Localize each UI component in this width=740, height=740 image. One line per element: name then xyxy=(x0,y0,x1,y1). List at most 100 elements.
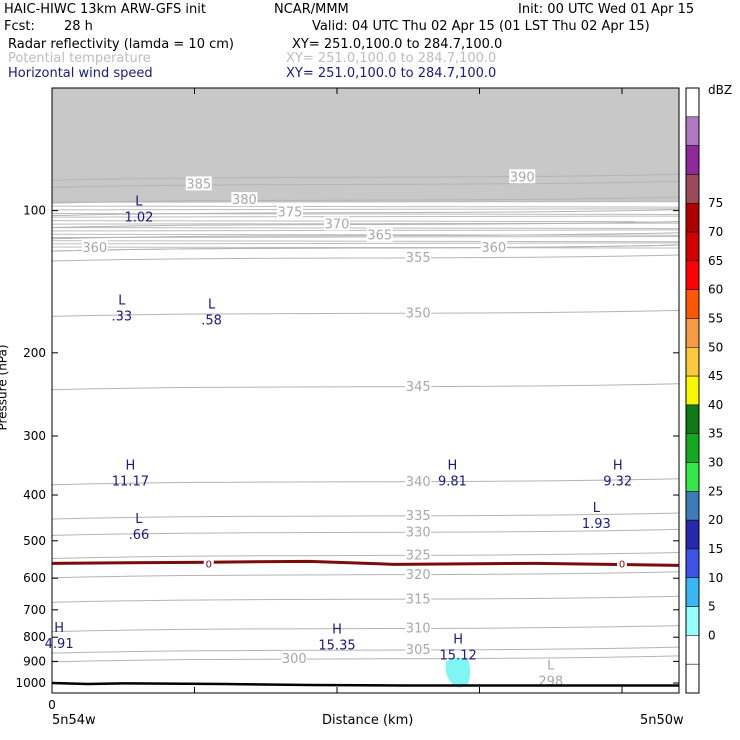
wind-extremum-value: 4.91 xyxy=(45,637,74,652)
theta-contour-345 xyxy=(51,383,680,391)
colorbar-swatch xyxy=(685,462,700,492)
y-tick-label: 900 xyxy=(23,654,46,668)
theta-contour-label: 345 xyxy=(406,380,431,395)
theta-label-bg xyxy=(405,507,432,522)
colorbar-unit: dBZ xyxy=(708,83,732,97)
theta-contour-label: 360 xyxy=(481,241,506,256)
y-tick-label: 600 xyxy=(23,571,46,585)
theta-label-bg xyxy=(405,378,432,393)
theta-label-bg xyxy=(405,305,432,320)
theta-contour-340 xyxy=(51,478,680,486)
theta-contour-label: 305 xyxy=(406,643,431,658)
theta-label-bg xyxy=(185,176,212,191)
isentrope-line xyxy=(51,246,680,249)
isentrope-line xyxy=(51,242,680,245)
colorbar-swatch xyxy=(685,318,700,348)
theta-contour-label: 350 xyxy=(406,306,431,321)
colorbar-swatch xyxy=(685,577,700,607)
colorbar-swatch xyxy=(685,491,700,521)
isentrope-line xyxy=(51,208,680,211)
theta-label-bg xyxy=(405,547,432,562)
colorbar-tick-label: 0 xyxy=(708,628,716,642)
y-axis-label: Pressure (hPa) xyxy=(0,344,10,431)
theta-contour-label: 320 xyxy=(406,568,431,583)
theta-contour-label: 375 xyxy=(278,206,303,221)
organization: NCAR/MMM xyxy=(274,2,349,17)
freezing-level-label: 0 xyxy=(206,559,212,570)
theta-contour-310 xyxy=(51,625,680,633)
theta-contour-label: 365 xyxy=(367,229,392,244)
model-title: HAIC-HIWC 13km ARW-GFS init xyxy=(4,2,206,17)
theta-contour-350 xyxy=(51,309,680,317)
theta-label-bg xyxy=(405,642,432,657)
field-reflectivity-xy: XY= 251.0,100.0 to 284.7,100.0 xyxy=(292,37,503,52)
y-tick-label: 100 xyxy=(23,204,46,218)
plot-frame xyxy=(51,87,680,694)
freezing-label-bg xyxy=(617,557,627,570)
theta-contour-label: 340 xyxy=(406,475,431,490)
isentrope-line xyxy=(51,215,680,218)
theta-label-bg xyxy=(324,216,350,231)
wind-extremum-symbol: L xyxy=(208,297,216,312)
colorbar-tick-label: 70 xyxy=(708,225,723,239)
forecast-hours: 28 h xyxy=(64,19,93,34)
wind-extremum-symbol: L xyxy=(135,195,143,210)
freezing-label-bg xyxy=(203,557,214,570)
wind-extremum-value: 9.81 xyxy=(438,475,467,490)
theta-contour-label: 310 xyxy=(406,622,431,637)
colorbar-swatch xyxy=(685,289,700,319)
theta-label-bg xyxy=(276,204,303,219)
theta-extremum-value: 298 xyxy=(538,675,563,690)
theta-contour-label: 335 xyxy=(406,509,431,524)
theta-label-bg xyxy=(480,240,507,255)
theta-contour-305 xyxy=(51,646,680,654)
freezing-level-line xyxy=(51,559,680,567)
isentrope-line xyxy=(51,227,680,230)
colorbar-frame xyxy=(685,87,700,694)
theta-contour-375 xyxy=(51,209,680,217)
colorbar-tick-label: 25 xyxy=(708,484,723,498)
theta-label-bg xyxy=(405,473,432,488)
x-left-endpoint: 5n54w xyxy=(52,713,96,728)
theta-label-bg xyxy=(405,524,432,539)
colorbar-swatch xyxy=(685,174,700,204)
colorbar-swatch xyxy=(685,433,700,463)
colorbar-tick-label: 50 xyxy=(708,340,723,354)
theta-label-bg xyxy=(366,227,393,242)
field-theta-name: Potential temperature xyxy=(8,51,151,66)
theta-label-bg xyxy=(405,591,432,606)
y-tick-label: 1000 xyxy=(15,676,46,690)
theta-contour-365 xyxy=(51,232,680,240)
reflectivity-echo xyxy=(445,658,471,688)
theta-contour-label: 370 xyxy=(325,218,350,233)
isentrope-line xyxy=(51,205,680,208)
wind-extremum-value: .58 xyxy=(201,313,222,328)
colorbar-swatch xyxy=(685,116,700,146)
wind-extremum-symbol: H xyxy=(54,621,64,636)
colorbar-swatch xyxy=(685,548,700,579)
colorbar-tick-label: 60 xyxy=(708,283,723,297)
y-tick-label: 500 xyxy=(23,534,46,548)
field-reflectivity-name: Radar reflectivity (lamda = 10 cm) xyxy=(8,37,234,52)
theta-contour-label: 390 xyxy=(510,170,535,185)
colorbar-swatch xyxy=(685,663,700,694)
y-tick-label: 400 xyxy=(23,488,46,502)
theta-label-bg xyxy=(405,566,432,581)
theta-contour-label: 380 xyxy=(232,193,257,208)
colorbar-swatch xyxy=(685,519,700,550)
colorbar-tick-label: 20 xyxy=(708,513,723,527)
theta-contour-325 xyxy=(51,551,680,559)
wind-extremum-value: 1.02 xyxy=(124,211,153,226)
colorbar-swatch xyxy=(685,635,700,665)
wind-extremum-symbol: L xyxy=(118,294,126,309)
isentrope-line xyxy=(51,220,680,223)
theta-contour-370 xyxy=(51,221,680,229)
theta-label-bg xyxy=(509,169,536,184)
theta-extremum-symbol: L xyxy=(547,659,555,674)
wind-extremum-symbol: H xyxy=(453,632,463,647)
theta-contour-355 xyxy=(51,254,680,262)
theta-contour-label: 360 xyxy=(82,241,107,256)
colorbar-tick-label: 65 xyxy=(708,254,723,268)
wind-extremum-value: 11.17 xyxy=(112,475,149,490)
